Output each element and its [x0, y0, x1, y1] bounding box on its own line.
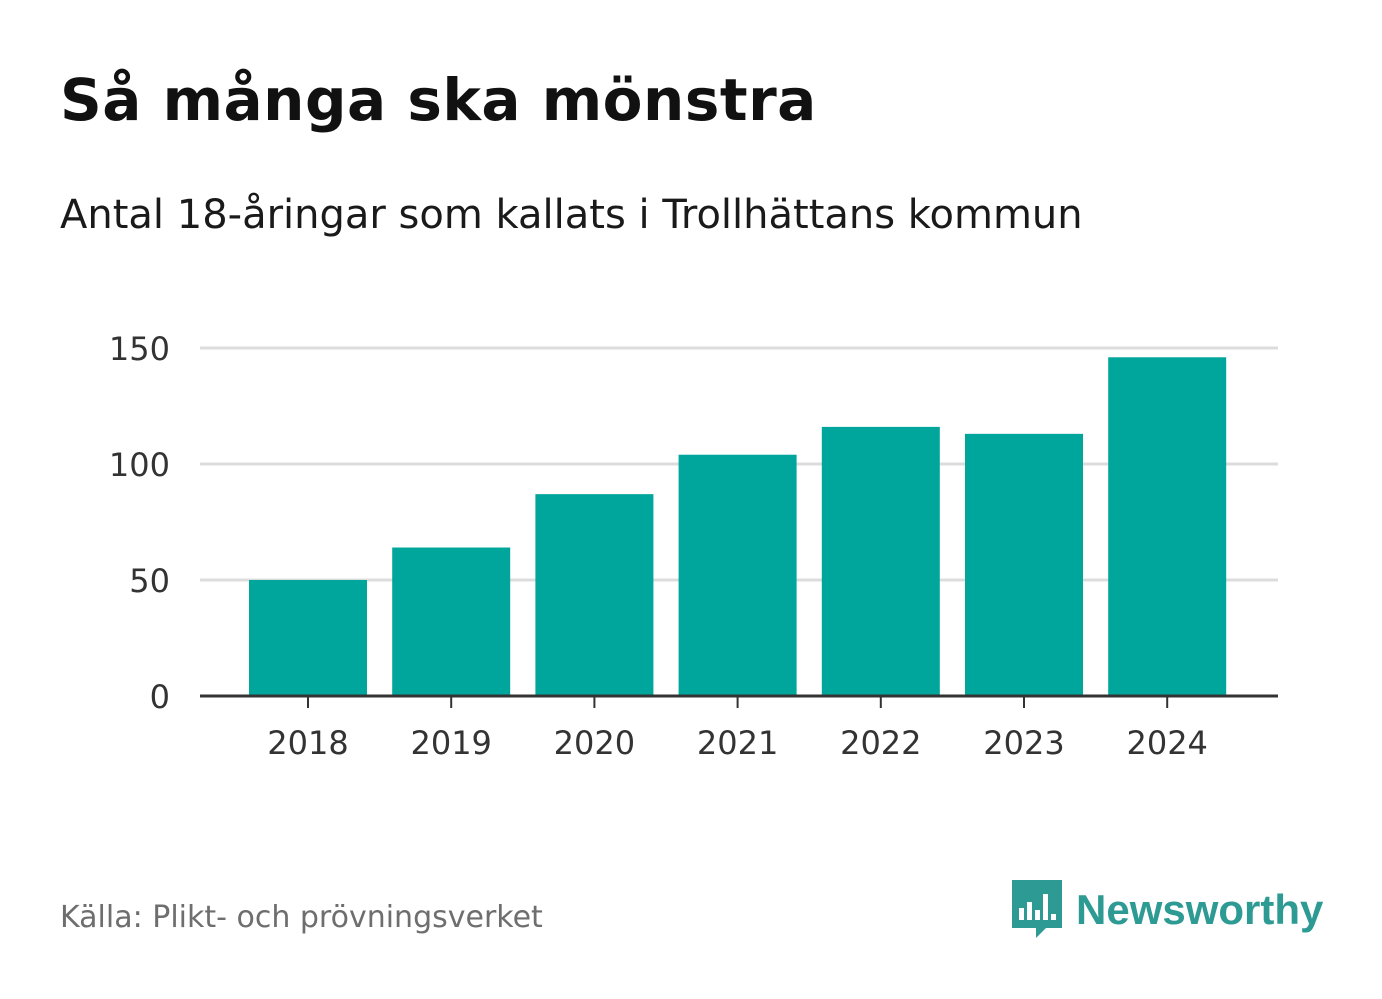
bar-2023 [965, 433, 1083, 696]
x-tick-label: 2024 [1126, 724, 1207, 762]
source-note: Källa: Plikt- och prövningsverket [60, 900, 543, 935]
x-tick-label: 2020 [554, 724, 635, 762]
bar-2022 [821, 426, 940, 696]
y-tick-label: 100 [109, 446, 170, 484]
x-tick-label: 2023 [983, 724, 1064, 762]
chart-title: Så många ska mönstra [60, 66, 817, 134]
x-tick-label: 2022 [840, 724, 921, 762]
x-tick-label: 2021 [697, 724, 778, 762]
bar-2018 [249, 580, 367, 696]
x-tick-label: 2018 [267, 724, 348, 762]
y-tick-label: 50 [129, 562, 170, 600]
bars [249, 357, 1227, 696]
bar-2021 [678, 454, 797, 696]
y-tick-label: 0 [150, 678, 170, 716]
brand-logo: Newsworthy [1012, 880, 1323, 940]
bar-2024 [1108, 357, 1227, 696]
y-axis-ticks: 0 50 100 150 [109, 330, 170, 716]
bar-2019 [392, 547, 511, 696]
bar-2020 [535, 494, 654, 696]
x-axis-ticks: 2018 2019 2020 2021 2022 2023 2024 [267, 696, 1208, 762]
brand-name: Newsworthy [1076, 886, 1324, 933]
y-tick-label: 150 [109, 330, 170, 368]
x-tick-label: 2019 [410, 724, 491, 762]
chart-subtitle: Antal 18-åringar som kallats i Trollhätt… [60, 192, 1083, 238]
newsworthy-logo-icon [1012, 880, 1062, 938]
